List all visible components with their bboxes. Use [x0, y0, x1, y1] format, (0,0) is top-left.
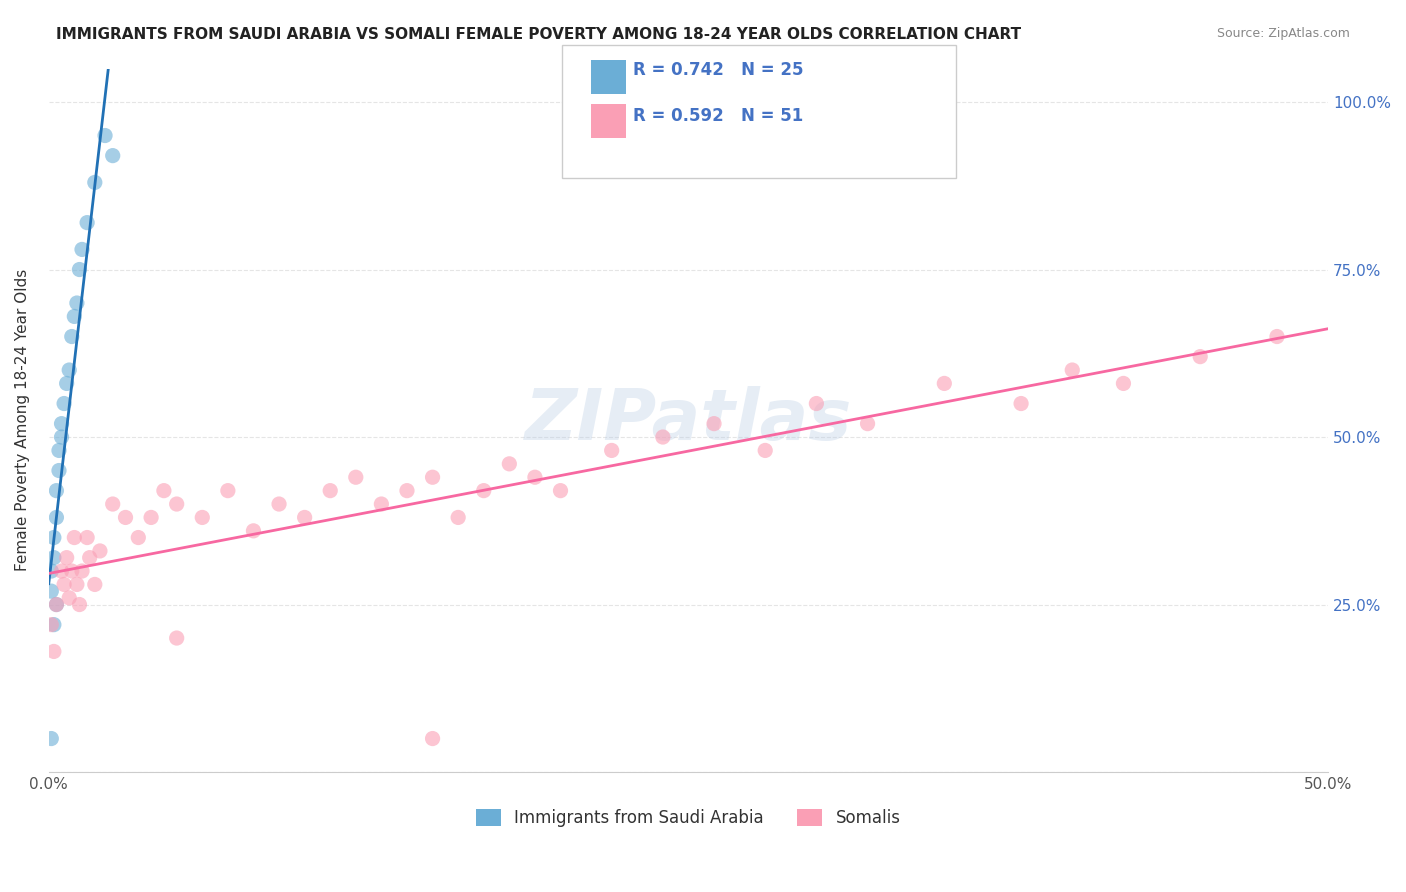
Y-axis label: Female Poverty Among 18-24 Year Olds: Female Poverty Among 18-24 Year Olds — [15, 269, 30, 572]
Point — [447, 510, 470, 524]
Point — [498, 457, 520, 471]
Point — [166, 497, 188, 511]
Point — [806, 396, 828, 410]
Point — [267, 497, 290, 511]
Text: R = 0.742   N = 25: R = 0.742 N = 25 — [633, 61, 803, 78]
Point — [42, 617, 65, 632]
Point — [70, 564, 93, 578]
Point — [370, 497, 392, 511]
Point — [139, 510, 162, 524]
Point — [60, 564, 83, 578]
Point — [83, 577, 105, 591]
Point — [76, 216, 98, 230]
Point — [242, 524, 264, 538]
Text: R = 0.592   N = 51: R = 0.592 N = 51 — [633, 107, 803, 125]
Point — [39, 731, 62, 746]
Point — [69, 262, 91, 277]
Point — [114, 510, 136, 524]
Point — [83, 176, 105, 190]
Point — [76, 531, 98, 545]
Point — [153, 483, 176, 498]
Point — [127, 531, 149, 545]
Point — [550, 483, 572, 498]
Point — [422, 731, 444, 746]
Point — [101, 497, 124, 511]
Point — [55, 376, 77, 391]
Point — [63, 531, 86, 545]
Point — [89, 544, 111, 558]
Point — [45, 598, 67, 612]
Point — [344, 470, 367, 484]
Point — [934, 376, 956, 391]
Point — [51, 430, 73, 444]
Point — [69, 598, 91, 612]
Point — [1265, 329, 1288, 343]
Text: ZIPatlas: ZIPatlas — [524, 385, 852, 455]
Point — [94, 128, 117, 143]
Point — [42, 531, 65, 545]
Point — [48, 464, 70, 478]
Point — [217, 483, 239, 498]
Point — [395, 483, 418, 498]
Point — [166, 631, 188, 645]
Point — [42, 550, 65, 565]
Point — [70, 243, 93, 257]
Point — [39, 584, 62, 599]
Point — [600, 443, 623, 458]
Point — [79, 550, 101, 565]
Point — [45, 510, 67, 524]
Point — [53, 577, 76, 591]
Text: IMMIGRANTS FROM SAUDI ARABIA VS SOMALI FEMALE POVERTY AMONG 18-24 YEAR OLDS CORR: IMMIGRANTS FROM SAUDI ARABIA VS SOMALI F… — [56, 27, 1021, 42]
Point — [58, 363, 80, 377]
Point — [1189, 350, 1212, 364]
Point — [60, 329, 83, 343]
Point — [45, 483, 67, 498]
Point — [48, 443, 70, 458]
Point — [754, 443, 776, 458]
Point — [523, 470, 546, 484]
Point — [51, 417, 73, 431]
Point — [703, 417, 725, 431]
Point — [472, 483, 495, 498]
Point — [45, 598, 67, 612]
Point — [66, 577, 89, 591]
Point — [1010, 396, 1032, 410]
Point — [66, 296, 89, 310]
Legend: Immigrants from Saudi Arabia, Somalis: Immigrants from Saudi Arabia, Somalis — [470, 803, 907, 834]
Point — [1062, 363, 1084, 377]
Point — [101, 148, 124, 162]
Point — [63, 310, 86, 324]
Point — [51, 564, 73, 578]
Point — [856, 417, 879, 431]
Point — [191, 510, 214, 524]
Point — [39, 564, 62, 578]
Point — [1112, 376, 1135, 391]
Point — [39, 617, 62, 632]
Point — [319, 483, 342, 498]
Point — [55, 550, 77, 565]
Point — [651, 430, 673, 444]
Point — [422, 470, 444, 484]
Point — [58, 591, 80, 605]
Point — [53, 396, 76, 410]
Point — [294, 510, 316, 524]
Text: Source: ZipAtlas.com: Source: ZipAtlas.com — [1216, 27, 1350, 40]
Point — [42, 644, 65, 658]
